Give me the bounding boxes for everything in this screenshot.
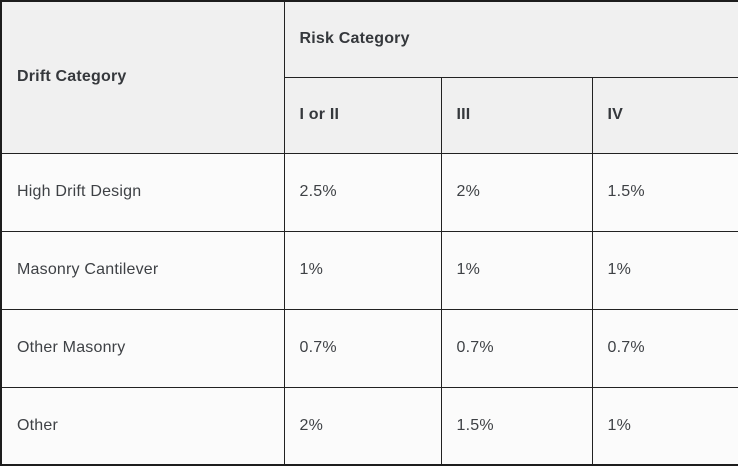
value-cell: 1% (591, 386, 738, 466)
table-row: Other Masonry 0.7% 0.7% 0.7% (0, 308, 738, 388)
value-cell: 1% (440, 230, 593, 310)
header-row-group: Drift Category Risk Category (0, 0, 738, 154)
subheader-cell-iv: IV (591, 76, 738, 154)
table-row: Other 2% 1.5% 1% (0, 386, 738, 466)
group-header-cell: Risk Category (283, 0, 738, 78)
value-cell: 1% (591, 230, 738, 310)
value-cell: 2% (440, 152, 593, 232)
row-label-cell: Masonry Cantilever (0, 230, 285, 310)
row-label-cell: Other Masonry (0, 308, 285, 388)
table-row: High Drift Design 2.5% 2% 1.5% (0, 152, 738, 232)
value-cell: 1.5% (440, 386, 593, 466)
value-cell: 2.5% (283, 152, 442, 232)
value-cell: 1.5% (591, 152, 738, 232)
value-cell: 1% (283, 230, 442, 310)
row-label-cell: High Drift Design (0, 152, 285, 232)
value-cell: 2% (283, 386, 442, 466)
corner-header-cell: Drift Category (0, 0, 285, 154)
subheader-cell-i-or-ii: I or II (283, 76, 442, 154)
table-row: Masonry Cantilever 1% 1% 1% (0, 230, 738, 310)
subheader-cell-iii: III (440, 76, 593, 154)
value-cell: 0.7% (440, 308, 593, 388)
row-label-cell: Other (0, 386, 285, 466)
value-cell: 0.7% (283, 308, 442, 388)
value-cell: 0.7% (591, 308, 738, 388)
header-row-subcolumns: I or II III IV (1, 76, 738, 154)
